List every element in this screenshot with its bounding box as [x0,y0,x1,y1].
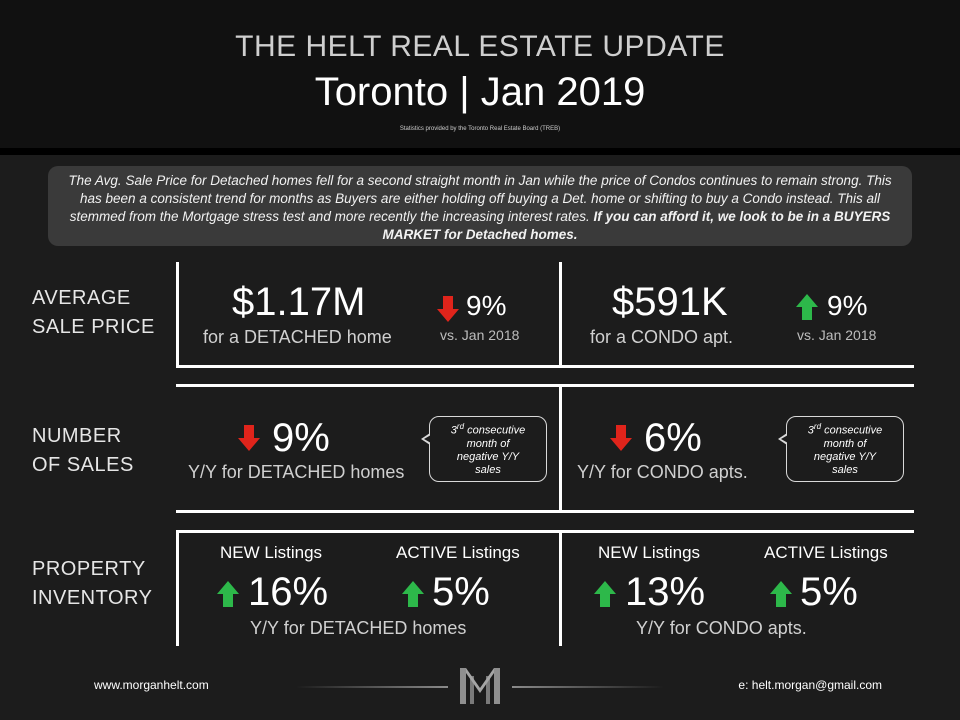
arrow-up-icon [770,581,792,607]
divider-left-3 [176,530,179,646]
condo-inventory-caption: Y/Y for CONDO apts. [636,618,807,638]
condo-active-listings-change: 5% [800,570,858,614]
condo-new-listings-change: 13% [625,570,706,614]
summary-emphasis: If you can afford it, we look to be in a… [382,209,891,242]
row-label-property-inventory: PROPERTY INVENTORY [32,558,153,609]
detached-active-listings-change: 5% [432,570,490,614]
arrow-up-icon [796,294,818,320]
summary-text: The Avg. Sale Price for Detached homes f… [68,173,892,224]
detached-sales-caption: Y/Y for DETACHED homes [188,462,405,482]
detached-sales-note: 3rd consecutive month of negative Y/Y sa… [421,416,547,482]
detached-avg-price-caption: for a DETACHED home [203,327,392,347]
condo-sales-note: 3rd consecutive month of negative Y/Y sa… [778,416,904,482]
divider-row-2-top [176,384,914,387]
divider-row-3-top [176,530,914,533]
footer-line-left [296,686,448,688]
monogram-m-logo [460,668,500,704]
detached-avg-price-compare: vs. Jan 2018 [440,327,520,343]
divider-center-1 [559,262,562,366]
divider-row-2-bottom [176,510,914,513]
condo-active-listings-label: ACTIVE Listings [764,543,888,562]
arrow-down-icon [610,425,632,451]
condo-sales-change: 6% [644,416,702,460]
condo-avg-price-change: 9% [827,290,868,321]
divider-row-1-bottom [176,365,914,368]
divider-center-3 [559,530,562,646]
data-source-note: Statistics provided by the Toronto Real … [399,126,561,132]
condo-avg-price: $591K [612,280,728,324]
condo-avg-price-compare: vs. Jan 2018 [797,327,877,343]
footer-line-right [512,686,664,688]
detached-new-listings-label: NEW Listings [220,543,323,562]
detached-avg-price-change: 9% [466,290,507,321]
detached-avg-price: $1.17M [232,280,366,324]
detached-active-listings-label: ACTIVE Listings [396,543,520,562]
condo-new-listings-label: NEW Listings [598,543,701,562]
report-title: THE HELT REAL ESTATE UPDATE [235,30,725,63]
arrow-up-icon [594,581,616,607]
header-divider [0,148,960,155]
report-subtitle: Toronto | Jan 2019 [314,70,646,114]
email-link[interactable]: e: helt.morgan@gmail.com [738,678,882,692]
header-band [0,0,960,148]
website-link[interactable]: www.morganhelt.com [94,678,209,692]
arrow-up-icon [217,581,239,607]
arrow-down-icon [238,425,260,451]
divider-left-1 [176,262,179,366]
detached-sales-change: 9% [272,416,330,460]
detached-new-listings-change: 16% [248,570,329,614]
row-label-average-sale-price: AVERAGE SALE PRICE [32,287,155,338]
arrow-down-icon [437,296,459,322]
arrow-up-icon [402,581,424,607]
condo-sales-caption: Y/Y for CONDO apts. [577,462,748,482]
condo-avg-price-caption: for a CONDO apt. [590,327,734,347]
market-summary: The Avg. Sale Price for Detached homes f… [48,166,912,246]
row-label-number-of-sales: NUMBER OF SALES [32,425,134,476]
divider-center-2 [559,384,562,512]
detached-inventory-caption: Y/Y for DETACHED homes [250,618,467,638]
